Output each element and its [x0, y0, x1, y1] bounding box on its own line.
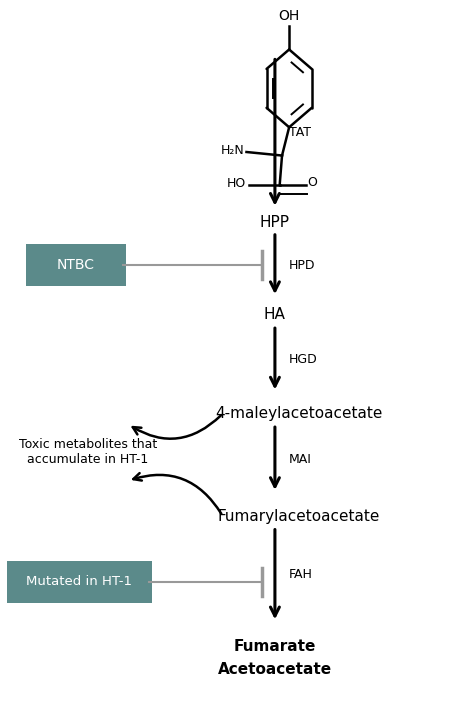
- FancyBboxPatch shape: [26, 244, 126, 286]
- Text: HPP: HPP: [260, 215, 290, 230]
- Text: Fumarylacetoacetate: Fumarylacetoacetate: [218, 508, 380, 524]
- FancyBboxPatch shape: [7, 561, 152, 603]
- Text: Acetoacetate: Acetoacetate: [218, 662, 332, 677]
- Text: Fumarate: Fumarate: [234, 639, 316, 655]
- Text: MAI: MAI: [289, 453, 312, 466]
- Text: Toxic metabolites that
accumulate in HT-1: Toxic metabolites that accumulate in HT-…: [18, 438, 157, 467]
- Text: OH: OH: [279, 8, 300, 23]
- Text: TAT: TAT: [289, 127, 311, 139]
- Text: 4-maleylacetoacetate: 4-maleylacetoacetate: [215, 406, 383, 421]
- Text: O: O: [308, 176, 318, 189]
- Text: Mutated in HT-1: Mutated in HT-1: [27, 575, 132, 588]
- Text: NTBC: NTBC: [57, 258, 95, 272]
- Text: FAH: FAH: [289, 568, 313, 581]
- Text: HPD: HPD: [289, 259, 316, 271]
- Text: H₂N: H₂N: [220, 144, 244, 157]
- Text: HGD: HGD: [289, 353, 318, 366]
- Text: HA: HA: [264, 307, 286, 322]
- Text: HO: HO: [227, 177, 246, 190]
